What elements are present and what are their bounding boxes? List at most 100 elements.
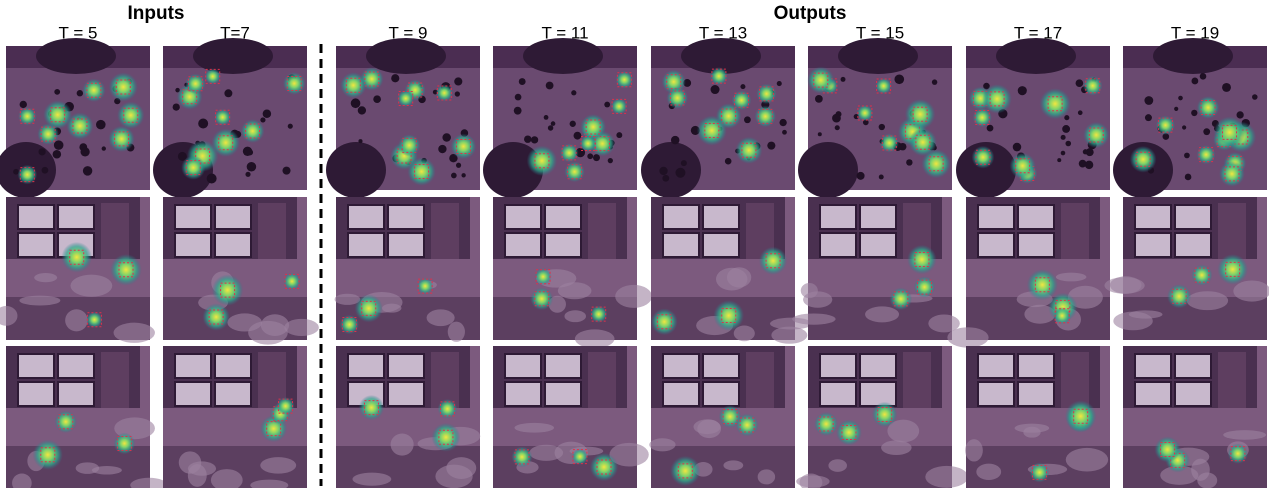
shadow: [448, 322, 465, 342]
person: [574, 132, 582, 140]
image-cell: [493, 346, 649, 488]
person: [544, 115, 549, 120]
window: [545, 233, 581, 257]
person: [461, 173, 465, 177]
person: [260, 117, 265, 122]
window: [978, 205, 1014, 229]
person: [1182, 125, 1186, 129]
person: [456, 163, 461, 168]
person: [1078, 110, 1083, 115]
window: [18, 205, 54, 229]
facade: [1061, 203, 1089, 259]
heatmap-blob: [836, 420, 862, 446]
image-cell: [651, 197, 812, 344]
heatmap-blob: [857, 105, 873, 121]
heatmap-blob: [580, 135, 597, 152]
window: [1018, 354, 1054, 378]
window: [663, 354, 699, 378]
person: [519, 78, 526, 85]
person: [1076, 79, 1084, 87]
person: [675, 168, 685, 178]
heatmap-blob: [1130, 146, 1157, 173]
facade: [258, 203, 286, 259]
person: [604, 102, 610, 108]
person: [1062, 125, 1070, 133]
person: [571, 90, 576, 95]
person: [779, 119, 786, 126]
window: [978, 354, 1014, 378]
heatmap-blob: [1027, 269, 1058, 300]
person: [767, 142, 775, 150]
person: [1057, 158, 1061, 162]
window: [505, 382, 541, 406]
window: [663, 233, 699, 257]
heatmap-blob: [451, 134, 477, 160]
window: [58, 205, 94, 229]
window: [1018, 233, 1054, 257]
person: [616, 132, 622, 138]
facade: [588, 352, 616, 408]
image-cell: [798, 38, 952, 198]
person: [548, 125, 553, 130]
image-cell: [792, 197, 960, 340]
window: [215, 382, 251, 406]
window: [215, 233, 251, 257]
person: [20, 101, 27, 108]
shadow: [947, 327, 988, 347]
inputs-heading: Inputs: [128, 3, 185, 24]
shadow: [1233, 280, 1269, 301]
shadow: [716, 268, 747, 291]
heatmap-blob: [117, 102, 144, 129]
shadow: [792, 313, 835, 324]
window: [1175, 233, 1211, 257]
shadow: [828, 459, 847, 472]
heatmap-blob: [572, 449, 588, 465]
heatmap-blob: [1217, 254, 1248, 285]
image-cell: [326, 38, 480, 198]
shadow: [248, 321, 288, 345]
person: [1236, 111, 1243, 118]
tree-shadow: [193, 38, 273, 74]
window: [175, 233, 211, 257]
person: [358, 139, 362, 143]
window: [58, 354, 94, 378]
person: [96, 120, 106, 130]
window: [58, 382, 94, 406]
person: [1144, 96, 1153, 105]
heatmap-blob: [241, 119, 265, 143]
heatmap-blob: [181, 156, 205, 180]
heatmap-blob: [972, 146, 995, 169]
facade: [1061, 352, 1089, 408]
person: [1184, 153, 1190, 159]
shadow: [925, 466, 968, 488]
heatmap-blob: [736, 414, 759, 437]
heatmap-blob: [82, 79, 105, 102]
image-cell: [0, 197, 155, 343]
heatmap-blob: [890, 288, 913, 311]
tree-shadow: [641, 142, 701, 198]
heatmap-blob: [61, 242, 92, 273]
heatmap-blob: [283, 273, 300, 290]
person: [391, 74, 399, 82]
person: [906, 159, 912, 165]
person: [1200, 73, 1207, 80]
heatmap-blob: [982, 84, 1011, 113]
person: [740, 84, 745, 89]
heatmap-blob: [651, 308, 678, 335]
heatmap-blob: [397, 90, 414, 107]
tree-shadow: [1153, 38, 1233, 74]
shadow: [34, 273, 57, 282]
person: [725, 158, 732, 165]
image-cell: [0, 38, 150, 198]
shadow: [615, 285, 652, 308]
person: [1185, 174, 1192, 181]
tree-shadow: [996, 38, 1076, 74]
person: [1064, 115, 1069, 120]
person: [524, 135, 531, 142]
heatmap-blob: [407, 157, 435, 185]
person: [1083, 149, 1088, 154]
shadow: [70, 275, 112, 297]
person: [245, 172, 250, 177]
heatmap-blob: [530, 287, 553, 310]
heatmap-blob: [110, 254, 141, 285]
